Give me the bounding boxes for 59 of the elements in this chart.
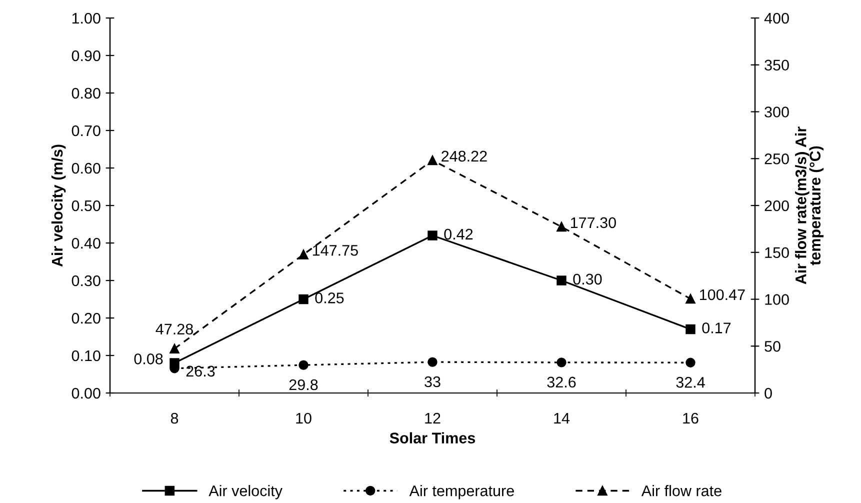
- y2-tick-label: 400: [764, 12, 789, 24]
- y-tick-label: 1.00: [72, 12, 100, 24]
- y-tick-label: 0.60: [72, 162, 100, 174]
- legend-label: Air flow rate: [641, 485, 722, 496]
- data-label: 26.3: [186, 366, 215, 377]
- point: [556, 222, 566, 232]
- data-label: 33: [424, 376, 440, 388]
- data-label: 0.17: [702, 322, 731, 334]
- point: [170, 344, 180, 354]
- x-tick-label: 10: [296, 412, 312, 424]
- data-label: 32.4: [676, 376, 705, 388]
- y2-tick-label: 300: [764, 106, 789, 118]
- data-label: 147.75: [313, 245, 358, 256]
- y-tick-label: 0.90: [72, 50, 100, 62]
- y-tick-label: 0.70: [72, 125, 100, 136]
- y-axis-title: Air velocity (m/s): [51, 144, 66, 267]
- point: [686, 358, 696, 368]
- point: [298, 294, 308, 304]
- point: [556, 276, 566, 286]
- data-label: 32.6: [547, 376, 576, 388]
- y2-tick-label: 150: [765, 247, 789, 258]
- data-label: 29.8: [289, 379, 318, 390]
- y-tick-label: 0.20: [72, 312, 100, 324]
- point: [428, 155, 438, 166]
- y2-tick-label: 50: [764, 340, 780, 352]
- data-label: 47.28: [156, 324, 193, 335]
- data-label: 248.22: [442, 150, 487, 162]
- point: [298, 360, 308, 370]
- y-tick-label: 0.40: [72, 238, 100, 249]
- y2-tick-label: 100: [765, 294, 789, 305]
- x-axis-title: Solar Times: [390, 432, 476, 444]
- y-tick-label: 0.50: [72, 200, 100, 212]
- point: [298, 250, 308, 260]
- data-label: 0.08: [134, 354, 163, 364]
- point: [556, 358, 566, 368]
- data-label: 0.25: [315, 292, 344, 304]
- data-label: 0.42: [444, 228, 473, 240]
- y2-axis-title: Air flow rate(m3/s) Air temperature (°C): [795, 126, 824, 284]
- data-label: 0.30: [573, 274, 602, 285]
- data-label: 100.47: [700, 289, 745, 300]
- x-tick-label: 12: [425, 412, 440, 424]
- legend-label: Air velocity: [208, 485, 282, 500]
- point: [428, 357, 438, 367]
- y-tick-label: 0.80: [72, 88, 100, 99]
- y2-tick-label: 250: [764, 153, 789, 164]
- y-tick-label: 0.30: [72, 275, 100, 286]
- point: [686, 324, 696, 334]
- point: [428, 230, 438, 240]
- x-tick-label: 14: [554, 413, 570, 424]
- point: [686, 294, 696, 304]
- data-label: 177.30: [571, 217, 616, 228]
- x-tick-label: 16: [683, 412, 698, 424]
- y-tick-label: 0.00: [72, 388, 100, 399]
- y-tick-label: 0.10: [72, 350, 100, 362]
- y2-tick-label: 200: [764, 200, 789, 212]
- y2-tick-label: 350: [764, 60, 789, 71]
- legend-label: Air temperature: [409, 485, 514, 500]
- x-tick-label: 8: [170, 412, 178, 424]
- y2-tick-label: 0: [764, 388, 772, 399]
